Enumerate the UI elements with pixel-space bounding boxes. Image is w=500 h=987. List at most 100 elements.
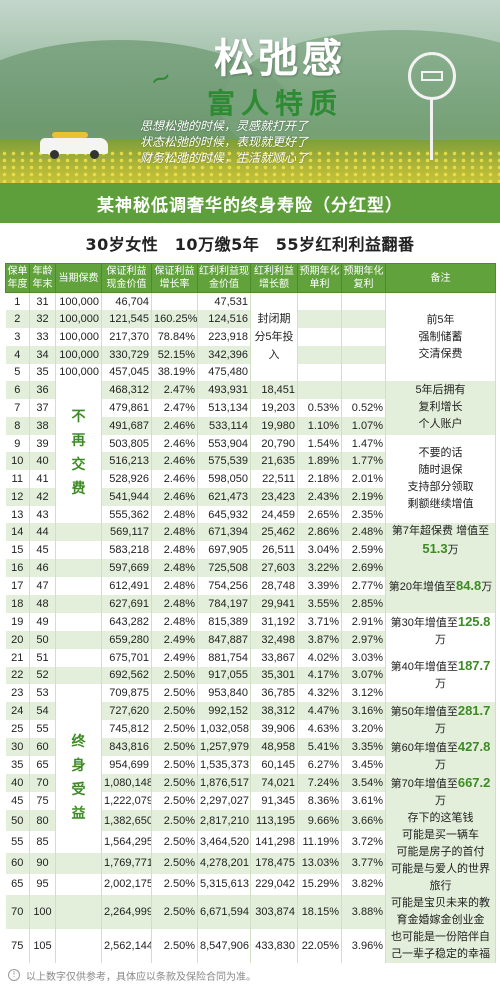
remark-text: 万 bbox=[435, 678, 446, 691]
bonus-cash-value-cell: 124,516 bbox=[197, 310, 251, 329]
simple-rate-cell: 3.71% bbox=[297, 612, 342, 631]
table-row: 45 75 1,222,079 2.50% 2,297,027 91,345 8.36% 3.… bbox=[5, 792, 496, 811]
compound-rate-cell: 3.88% bbox=[341, 895, 386, 930]
simple-rate-cell: 0.53% bbox=[297, 399, 342, 417]
remark-note: 第20年增值至84.8万 bbox=[385, 559, 496, 613]
compound-rate-cell: 3.96% bbox=[341, 929, 386, 964]
guaranteed-cash-value-cell: 541,944 bbox=[101, 487, 152, 506]
remark-note: 第50年增值至281.7 万 bbox=[385, 702, 496, 739]
age-cell: 60 bbox=[29, 738, 56, 757]
remark-text: 万 bbox=[435, 795, 446, 808]
compound-rate-cell: 3.20% bbox=[341, 720, 386, 739]
bonus-growth-amount-cell: 38,312 bbox=[250, 702, 298, 721]
policy-year-cell: 50 bbox=[5, 810, 30, 832]
table-row: 35 65 954,699 2.50% 1,535,373 60,145 6.27% 3.45… bbox=[5, 756, 496, 775]
policy-year-cell: 70 bbox=[5, 895, 30, 930]
age-cell: 50 bbox=[29, 630, 56, 649]
compound-rate-cell: 1.07% bbox=[341, 416, 386, 435]
remark-text: 第30年增值至 bbox=[390, 616, 458, 629]
compound-rate-cell: 3.45% bbox=[341, 756, 386, 775]
simple-rate-cell: 1.54% bbox=[297, 434, 342, 453]
policy-year-cell: 18 bbox=[5, 594, 30, 613]
table-row: 18 48 627,691 2.48% 784,197 29,941 3.55% 2.85% bbox=[5, 594, 496, 613]
benefit-table: 保单年度 年龄年末 当期保费 保证利益现金价值 保证利益增长率 红利利益现金价值… bbox=[5, 263, 496, 964]
policy-year-cell: 11 bbox=[5, 470, 30, 488]
table-row: 19 49 643,282 2.48% 815,389 31,192 3.71% 2.91% 第… bbox=[5, 612, 496, 649]
kayak-decoration bbox=[52, 132, 88, 138]
table-row: 25 55 745,812 2.50% 1,032,058 39,906 4.63% 3.20… bbox=[5, 720, 496, 739]
compound-rate-cell bbox=[341, 328, 386, 346]
bonus-growth-amount-cell: 35,301 bbox=[250, 666, 298, 685]
age-cell: 36 bbox=[29, 381, 56, 400]
simple-rate-cell: 9.66% bbox=[297, 810, 342, 832]
column-header: 当期保费 bbox=[55, 263, 102, 293]
bonus-growth-amount-cell: 21,635 bbox=[250, 452, 298, 471]
remark-note: 前5年 强制储蓄 交清保费 bbox=[385, 292, 496, 382]
guaranteed-growth-rate-cell: 2.50% bbox=[151, 929, 198, 964]
premium-cell bbox=[55, 523, 102, 542]
table-row: 10 40 516,213 2.46% 575,539 21,635 1.89% 1.77% bbox=[5, 452, 496, 471]
phase-label: 不再交费 bbox=[55, 381, 102, 524]
column-header: 年龄年末 bbox=[29, 263, 56, 293]
guaranteed-cash-value-cell: 217,370 bbox=[101, 328, 152, 346]
bonus-cash-value-cell: 881,754 bbox=[197, 648, 251, 667]
guaranteed-growth-rate-cell: 2.50% bbox=[151, 774, 198, 793]
age-cell: 49 bbox=[29, 612, 56, 631]
bonus-growth-amount-cell: 33,867 bbox=[250, 648, 298, 667]
premium-cell bbox=[55, 630, 102, 649]
guaranteed-growth-rate-cell: 2.47% bbox=[151, 381, 198, 400]
guaranteed-growth-rate-cell: 2.50% bbox=[151, 792, 198, 811]
guaranteed-growth-rate-cell: 2.49% bbox=[151, 630, 198, 649]
compound-rate-cell: 2.59% bbox=[341, 541, 386, 560]
simple-rate-cell: 5.41% bbox=[297, 738, 342, 757]
bonus-growth-amount-cell: 32,498 bbox=[250, 630, 298, 649]
guaranteed-growth-rate-cell: 2.50% bbox=[151, 831, 198, 853]
bonus-cash-value-cell: 725,508 bbox=[197, 559, 251, 578]
policy-year-cell: 75 bbox=[5, 929, 30, 964]
bonus-cash-value-cell: 533,114 bbox=[197, 416, 251, 435]
table-row: 11 41 528,926 2.46% 598,050 22,511 2.18% 2.01% bbox=[5, 470, 496, 488]
age-cell: 75 bbox=[29, 792, 56, 811]
guaranteed-cash-value-cell: 692,562 bbox=[101, 666, 152, 685]
policy-year-cell: 17 bbox=[5, 577, 30, 595]
policy-year-cell: 15 bbox=[5, 541, 30, 560]
guaranteed-growth-rate-cell: 2.46% bbox=[151, 452, 198, 471]
bonus-growth-amount-cell: 20,790 bbox=[250, 434, 298, 453]
table-row: 55 85 1,564,295 2.50% 3,464,520 141,298 11.19%… bbox=[5, 831, 496, 853]
simple-rate-cell: 4.02% bbox=[297, 648, 342, 667]
guaranteed-growth-rate-cell: 2.48% bbox=[151, 612, 198, 631]
policy-year-cell: 8 bbox=[5, 416, 30, 435]
simple-rate-cell: 18.15% bbox=[297, 895, 342, 930]
simple-rate-cell: 2.18% bbox=[297, 470, 342, 488]
remark-text: 万 bbox=[435, 633, 446, 646]
compound-rate-cell: 3.66% bbox=[341, 810, 386, 832]
guaranteed-growth-rate-cell: 52.15% bbox=[151, 345, 198, 364]
policy-year-cell: 12 bbox=[5, 487, 30, 506]
hero-title: 松弛感 bbox=[214, 35, 346, 82]
wheel-decoration bbox=[50, 150, 59, 159]
guaranteed-growth-rate-cell: 2.48% bbox=[151, 505, 198, 524]
age-cell: 95 bbox=[29, 873, 56, 896]
age-cell: 45 bbox=[29, 541, 56, 560]
bonus-cash-value-cell: 342,396 bbox=[197, 345, 251, 364]
simple-rate-cell: 8.36% bbox=[297, 792, 342, 811]
bonus-growth-amount-cell: 18,451 bbox=[250, 381, 298, 400]
guaranteed-growth-rate-cell: 2.50% bbox=[151, 684, 198, 703]
policy-year-cell: 7 bbox=[5, 399, 30, 417]
table-row: 24 54 终身受益 727,620 2.50% 992,152 38,312 4.47% 3.… bbox=[5, 702, 496, 853]
guaranteed-cash-value-cell: 727,620 bbox=[101, 702, 152, 721]
bonus-growth-amount-cell: 229,042 bbox=[250, 873, 298, 896]
guaranteed-cash-value-cell: 745,812 bbox=[101, 720, 152, 739]
highlight-amount: 427.8 bbox=[457, 739, 491, 755]
premium-cell bbox=[55, 577, 102, 595]
age-cell: 44 bbox=[29, 523, 56, 542]
remark-text: 第7年超保费 增值至 bbox=[391, 525, 490, 538]
guaranteed-growth-rate-cell: 2.48% bbox=[151, 541, 198, 560]
premium-cell bbox=[55, 684, 102, 703]
simple-rate-cell: 7.24% bbox=[297, 774, 342, 793]
table-row: 2 32 100,000 121,545 160.25% 124,516 bbox=[5, 310, 496, 329]
guaranteed-cash-value-cell: 479,861 bbox=[101, 399, 152, 417]
product-title-bar: 某神秘低调奢华的终身寿险（分红型） bbox=[0, 183, 500, 223]
table-row: 22 52 692,562 2.50% 917,055 35,301 4.17% 3.07% bbox=[5, 666, 496, 685]
premium-cell: 100,000 bbox=[55, 310, 102, 329]
